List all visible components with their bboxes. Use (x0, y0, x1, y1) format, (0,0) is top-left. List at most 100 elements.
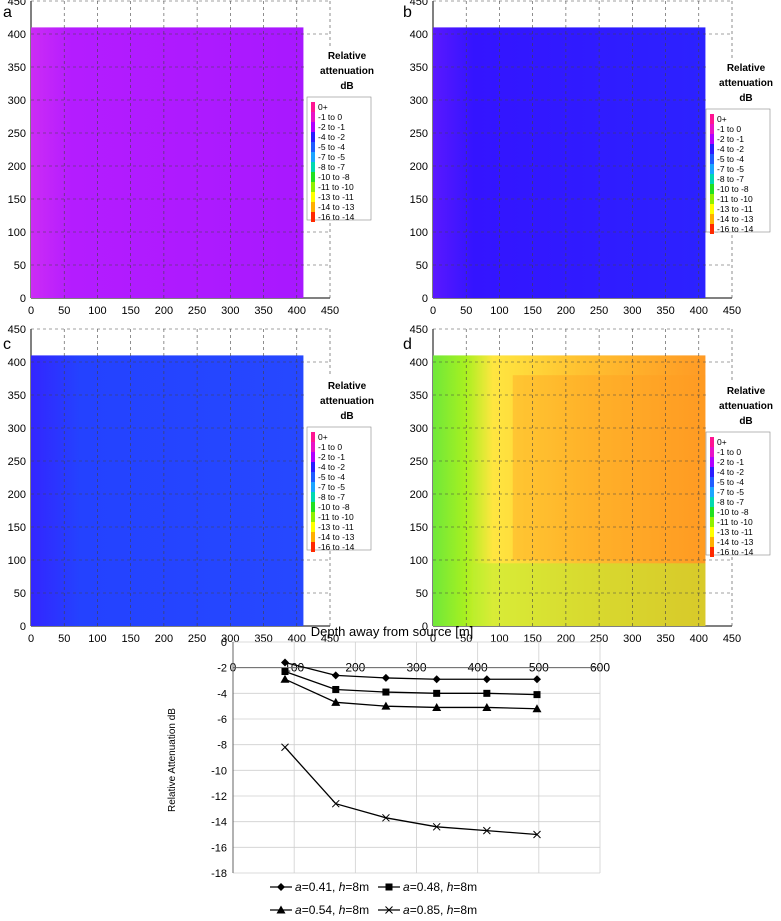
y-tick-label: 250 (8, 456, 26, 468)
legend-item: -2 to -1 (318, 122, 345, 132)
legend-label-part: =8m (345, 880, 369, 894)
legend-swatch (311, 192, 315, 202)
heatmap-panel-d: d0 50 100 150 200 250 300 350 400 450050100150200… (403, 324, 773, 645)
data-point (277, 883, 285, 891)
data-point (331, 671, 340, 680)
legend-box (705, 108, 771, 233)
y-tick-label: -4 (217, 688, 227, 700)
series-square (281, 668, 541, 699)
legend-label-part: h (447, 880, 454, 894)
y-tick-label: 150 (410, 194, 428, 206)
legend-swatch (311, 462, 315, 472)
y-tick-label: -14 (211, 817, 227, 829)
legend-item: -14 to -13 (717, 537, 754, 547)
legend-swatch (710, 194, 714, 204)
data-point (432, 675, 441, 684)
legend-swatch (710, 497, 714, 507)
x-tick-label: 300 (221, 305, 239, 317)
y-tick-label: 300 (8, 423, 26, 435)
legend-swatch (311, 432, 315, 442)
legend-swatch (311, 442, 315, 452)
legend-label-part: h (447, 903, 454, 917)
y-tick-label: 400 (8, 29, 26, 41)
x-tick-label: 300 (623, 305, 641, 317)
y-tick-label: -12 (211, 791, 227, 803)
y-tick-label: 250 (8, 128, 26, 140)
field-band (512, 375, 706, 560)
legend-item: -10 to -8 (318, 172, 350, 182)
legend-swatch (710, 184, 714, 194)
heatmap-panel-c: c 0 50 100 150 200 250 300 350 400 450 0 50 100 150 200… (3, 324, 374, 645)
series-line (284, 746, 538, 836)
legend-label-part: =8m (345, 903, 369, 917)
data-point (533, 830, 541, 839)
y-tick-label: -8 (217, 740, 227, 752)
legend-title: Relative (328, 51, 367, 62)
legend-label-part: a (403, 903, 410, 917)
x-tick-label: 400 (288, 305, 306, 317)
legend-item: -5 to -4 (717, 477, 744, 487)
legend-item: -7 to -5 (717, 164, 744, 174)
x-tick-label: 50 (58, 633, 70, 645)
x-tick-label: 350 (656, 633, 674, 645)
legend-item: -4 to -2 (318, 462, 345, 472)
data-point (533, 691, 541, 699)
legend-label-part: a (403, 880, 410, 894)
legend-swatch (311, 212, 315, 222)
legend-item: -16 to -14 (717, 547, 754, 557)
legend-item: -8 to -7 (318, 492, 345, 502)
y-tick-label: 250 (410, 456, 428, 468)
y-tick-label: 400 (8, 357, 26, 369)
y-tick-label: 200 (410, 489, 428, 501)
legend-entry: a=0.54, h=8m (270, 903, 369, 917)
legend-label-part: =0.48, (410, 880, 447, 894)
x-tick-label: 100 (490, 633, 508, 645)
legend-swatch (710, 154, 714, 164)
y-tick-label: 350 (410, 62, 428, 74)
y-tick-label: 0 (422, 621, 428, 633)
legend-item: -16 to -14 (318, 542, 355, 552)
legend-label: a=0.54, h=8m (295, 903, 369, 917)
y-tick-label: 400 (410, 357, 428, 369)
x-tick-label: 600 (590, 661, 610, 675)
legend-label-part: h (339, 880, 346, 894)
x-tick-label: 0 (430, 633, 436, 645)
x-tick-label: 300 (623, 633, 641, 645)
legend-item: -5 to -4 (318, 142, 345, 152)
legend-item: -7 to -5 (717, 487, 744, 497)
legend-item: -13 to -11 (318, 192, 354, 202)
attenuation-field (31, 355, 304, 626)
field-band (472, 563, 706, 626)
legend-item: -14 to -13 (318, 202, 355, 212)
x-tick-label: 50 (460, 305, 472, 317)
y-tick-label: 100 (8, 227, 26, 239)
data-point (382, 688, 390, 696)
data-point (532, 704, 542, 713)
x-tick-label: 350 (254, 633, 272, 645)
x-tick-label: 450 (321, 305, 339, 317)
series-line (284, 661, 537, 680)
legend-swatch (311, 522, 315, 532)
legend-item: 0+ (717, 114, 727, 124)
x-tick-label: 100 (88, 633, 106, 645)
legend-swatch (710, 114, 714, 124)
y-tick-label: 350 (8, 62, 26, 74)
y-tick-label: 450 (8, 0, 26, 8)
y-tick-label: 450 (8, 324, 26, 336)
panel-label: b (403, 4, 412, 21)
y-tick-label: 0 (20, 621, 26, 633)
x-tick-label: 250 (590, 633, 608, 645)
x-tick-label: 200 (155, 633, 173, 645)
y-tick-label: 100 (8, 555, 26, 567)
legend-label-part: a (295, 903, 302, 917)
legend-item: -13 to -11 (318, 522, 354, 532)
x-tick-label: 150 (121, 633, 139, 645)
legend-item: -1 to 0 (717, 124, 741, 134)
legend-swatch (311, 502, 315, 512)
series-line (284, 670, 538, 696)
legend-label-part: =0.85, (410, 903, 447, 917)
y-axis-label: Relative Attenuation dB (167, 708, 178, 812)
legend-swatch (311, 172, 315, 182)
legend-swatch (710, 144, 714, 154)
legend-label-part: =8m (453, 880, 477, 894)
